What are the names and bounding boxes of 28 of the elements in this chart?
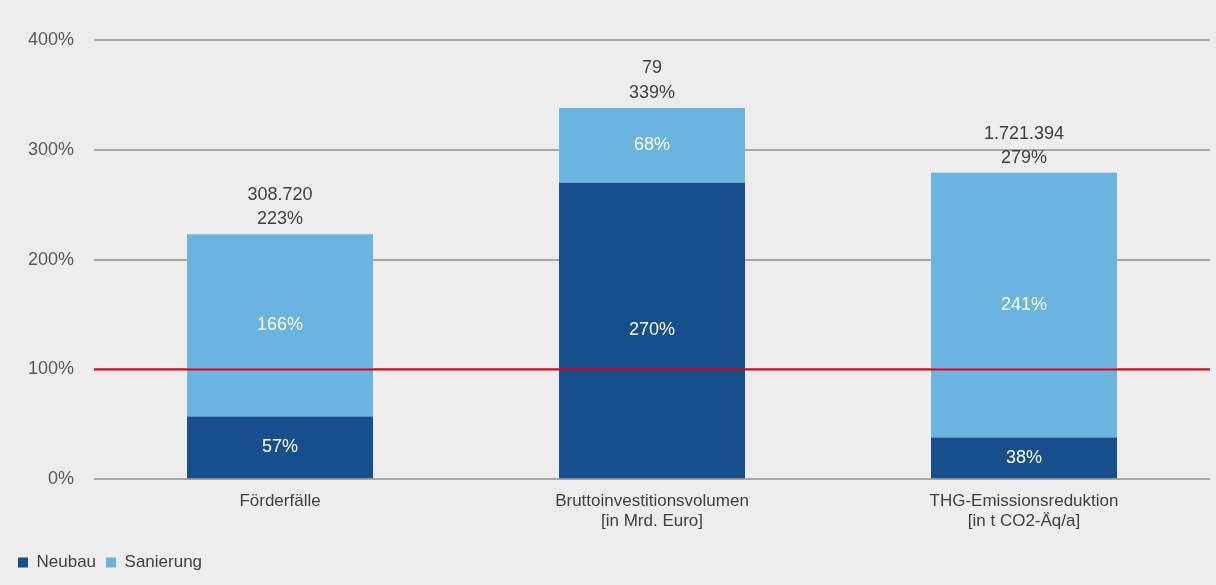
bar [931, 172, 1117, 438]
bar [931, 437, 1117, 479]
annotation: 79 [642, 56, 663, 77]
bar [187, 416, 374, 479]
x-tick-label: Bruttoinvestitionsvolumen [in Mrd. Euro] [555, 491, 749, 531]
x-tick-label: Förderfälle [239, 491, 321, 511]
y-tick-label: 400% [27, 28, 75, 49]
annotation: 1.721.394 [983, 122, 1065, 143]
legend-label: Neubau [36, 552, 97, 572]
x-tick-label: THG-Emissionsreduktion [in t CO2-Äq/a] [929, 491, 1119, 531]
y-tick-label: 100% [27, 358, 75, 379]
bar [187, 234, 374, 417]
data-label: 166% [257, 314, 304, 335]
legend-label: Sanierung [124, 552, 203, 572]
data-label: 68% [634, 134, 671, 155]
data-label: 57% [262, 436, 299, 457]
bar [559, 182, 746, 479]
y-tick-label: 200% [27, 248, 75, 269]
y-tick-label: 0% [48, 468, 75, 489]
data-label: 38% [1005, 446, 1043, 467]
annotation: 308.720 [247, 184, 313, 205]
total-label: 279% [1000, 146, 1048, 167]
total-label: 339% [629, 82, 676, 103]
total-label: 223% [257, 208, 304, 229]
data-label: 270% [629, 319, 676, 340]
data-label: 241% [1000, 294, 1048, 315]
y-tick-label: 300% [27, 138, 75, 159]
bar [559, 108, 746, 183]
